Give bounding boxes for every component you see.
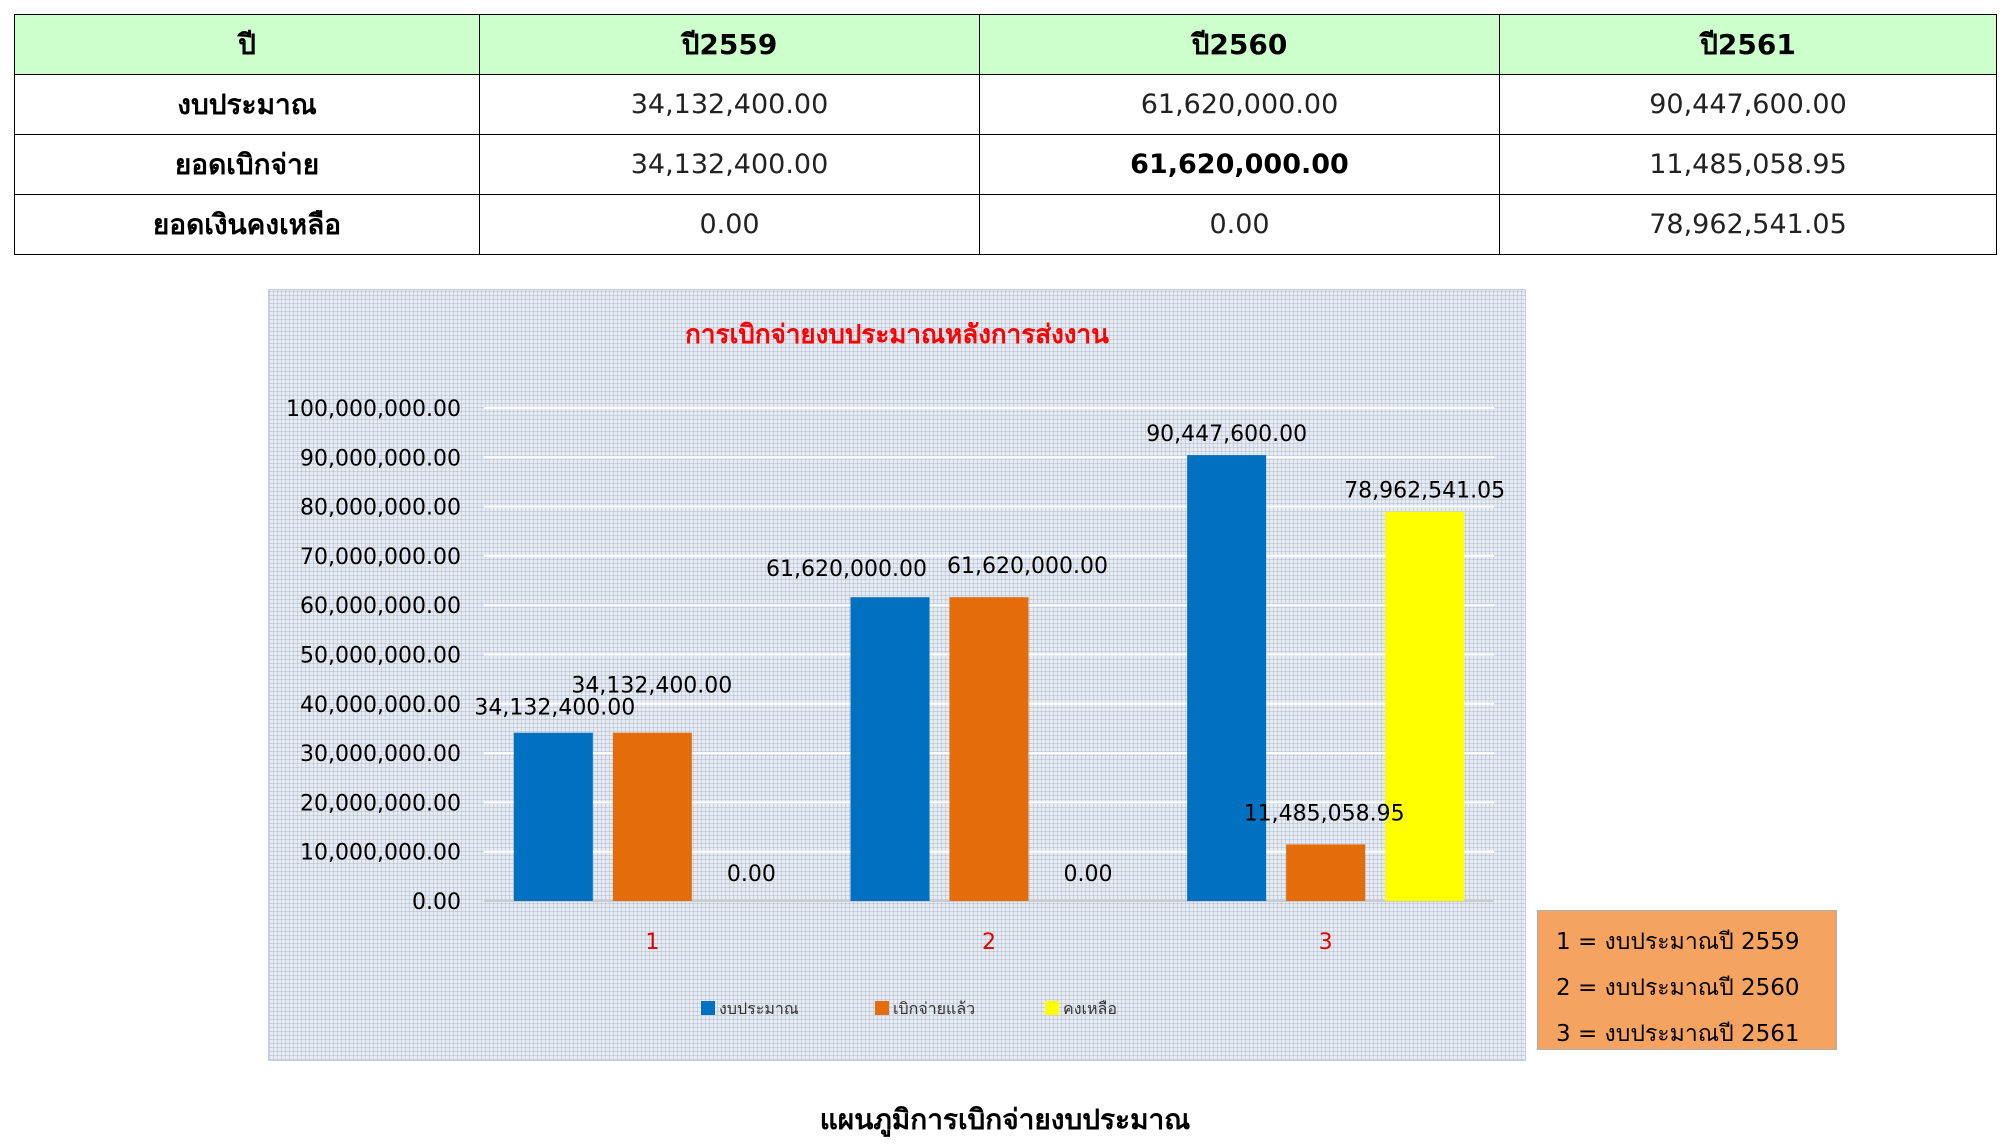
y-tick-label: 100,000,000.00	[286, 397, 461, 422]
bar	[850, 597, 930, 901]
y-axis: 0.00 10,000,000.00 20,000,000.00 30,000,000…	[286, 397, 461, 915]
chart-title: การเบิกจ่ายงบประมาณหลังการส่งงาน	[685, 320, 1109, 350]
bar	[1385, 511, 1465, 901]
chart-panel: การเบิกจ่ายงบประมาณหลังการส่งงาน 0.00 10,…	[268, 289, 1526, 1061]
data-label: 61,620,000.00	[947, 554, 1108, 579]
data-label: 78,962,541.05	[1344, 479, 1505, 504]
legend-swatch	[875, 1001, 889, 1015]
category-key-line: 3 = งบประมาณปี 2561	[1556, 1021, 1800, 1047]
bars	[513, 455, 1465, 901]
y-tick-label: 80,000,000.00	[300, 496, 461, 521]
bar	[513, 732, 593, 901]
category-key-box: 1 = งบประมาณปี 2559 2 = งบประมาณปี 2560 …	[1537, 910, 1837, 1050]
header-2561: ปี2561	[1499, 14, 1997, 75]
table-cell: 78,962,541.05	[1499, 194, 1997, 255]
data-label: 61,620,000.00	[766, 557, 927, 582]
x-tick-label: 3	[1319, 930, 1333, 955]
y-tick-label: 60,000,000.00	[300, 594, 461, 619]
table-cell: 0.00	[479, 194, 980, 255]
bar	[949, 597, 1029, 901]
row-label-disbursed: ยอดเบิกจ่าย	[14, 134, 480, 195]
y-tick-label: 40,000,000.00	[300, 693, 461, 718]
category-key-line: 2 = งบประมาณปี 2560	[1556, 975, 1800, 1001]
data-label: 34,132,400.00	[571, 674, 732, 699]
y-tick-label: 50,000,000.00	[300, 644, 461, 669]
y-tick-label: 20,000,000.00	[300, 791, 461, 816]
legend-label: เบิกจ่ายแล้ว	[893, 999, 975, 1018]
row-label-remaining: ยอดเงินคงเหลือ	[14, 194, 480, 255]
table-cell: 61,620,000.00	[979, 134, 1500, 195]
table-cell: 11,485,058.95	[1499, 134, 1997, 195]
header-2559: ปี2559	[479, 14, 980, 75]
data-label: 11,485,058.95	[1244, 801, 1405, 826]
y-tick-label: 10,000,000.00	[300, 841, 461, 866]
data-label: 90,447,600.00	[1146, 422, 1307, 447]
data-label: 0.00	[1064, 862, 1113, 887]
table-cell: 0.00	[979, 194, 1500, 255]
row-label-budget: งบประมาณ	[14, 74, 480, 135]
table-cell: 61,620,000.00	[979, 74, 1500, 135]
category-key-line: 1 = งบประมาณปี 2559	[1556, 929, 1800, 955]
legend-label: งบประมาณ	[719, 999, 799, 1018]
legend-swatch	[701, 1001, 715, 1015]
x-tick-label: 1	[645, 930, 659, 955]
bar	[612, 732, 692, 901]
table-row: ยอดเบิกจ่าย 34,132,400.00 61,620,000.00 …	[14, 134, 1997, 195]
table-header-row: ปี ปี2559 ปี2560 ปี2561	[14, 14, 1997, 75]
y-tick-label: 30,000,000.00	[300, 742, 461, 767]
legend-label: คงเหลือ	[1063, 999, 1117, 1018]
y-tick-label: 90,000,000.00	[300, 446, 461, 471]
chart-caption: แผนภูมิการเบิกจ่ายงบประมาณ	[819, 1103, 1191, 1136]
data-label: 0.00	[727, 862, 776, 887]
bar	[1187, 455, 1267, 901]
table-cell: 90,447,600.00	[1499, 74, 1997, 135]
table-row: งบประมาณ 34,132,400.00 61,620,000.00 90,…	[14, 74, 1997, 135]
table-cell: 34,132,400.00	[479, 134, 980, 195]
table-row: ยอดเงินคงเหลือ 0.00 0.00 78,962,541.05	[14, 194, 1997, 255]
legend: งบประมาณ เบิกจ่ายแล้ว คงเหลือ	[701, 999, 1117, 1018]
bar-chart: การเบิกจ่ายงบประมาณหลังการส่งงาน 0.00 10,…	[286, 320, 1505, 1018]
data-label: 34,132,400.00	[474, 696, 635, 721]
legend-swatch	[1045, 1001, 1059, 1015]
header-year: ปี	[14, 14, 480, 75]
header-2560: ปี2560	[979, 14, 1500, 75]
table-cell: 34,132,400.00	[479, 74, 980, 135]
x-axis: 1 2 3	[645, 930, 1332, 955]
budget-table: ปี ปี2559 ปี2560 ปี2561 งบประมาณ 34,132,…	[14, 14, 1997, 255]
y-tick-label: 0.00	[412, 890, 461, 915]
y-tick-label: 70,000,000.00	[300, 545, 461, 570]
x-tick-label: 2	[982, 930, 996, 955]
bar	[1286, 844, 1366, 901]
